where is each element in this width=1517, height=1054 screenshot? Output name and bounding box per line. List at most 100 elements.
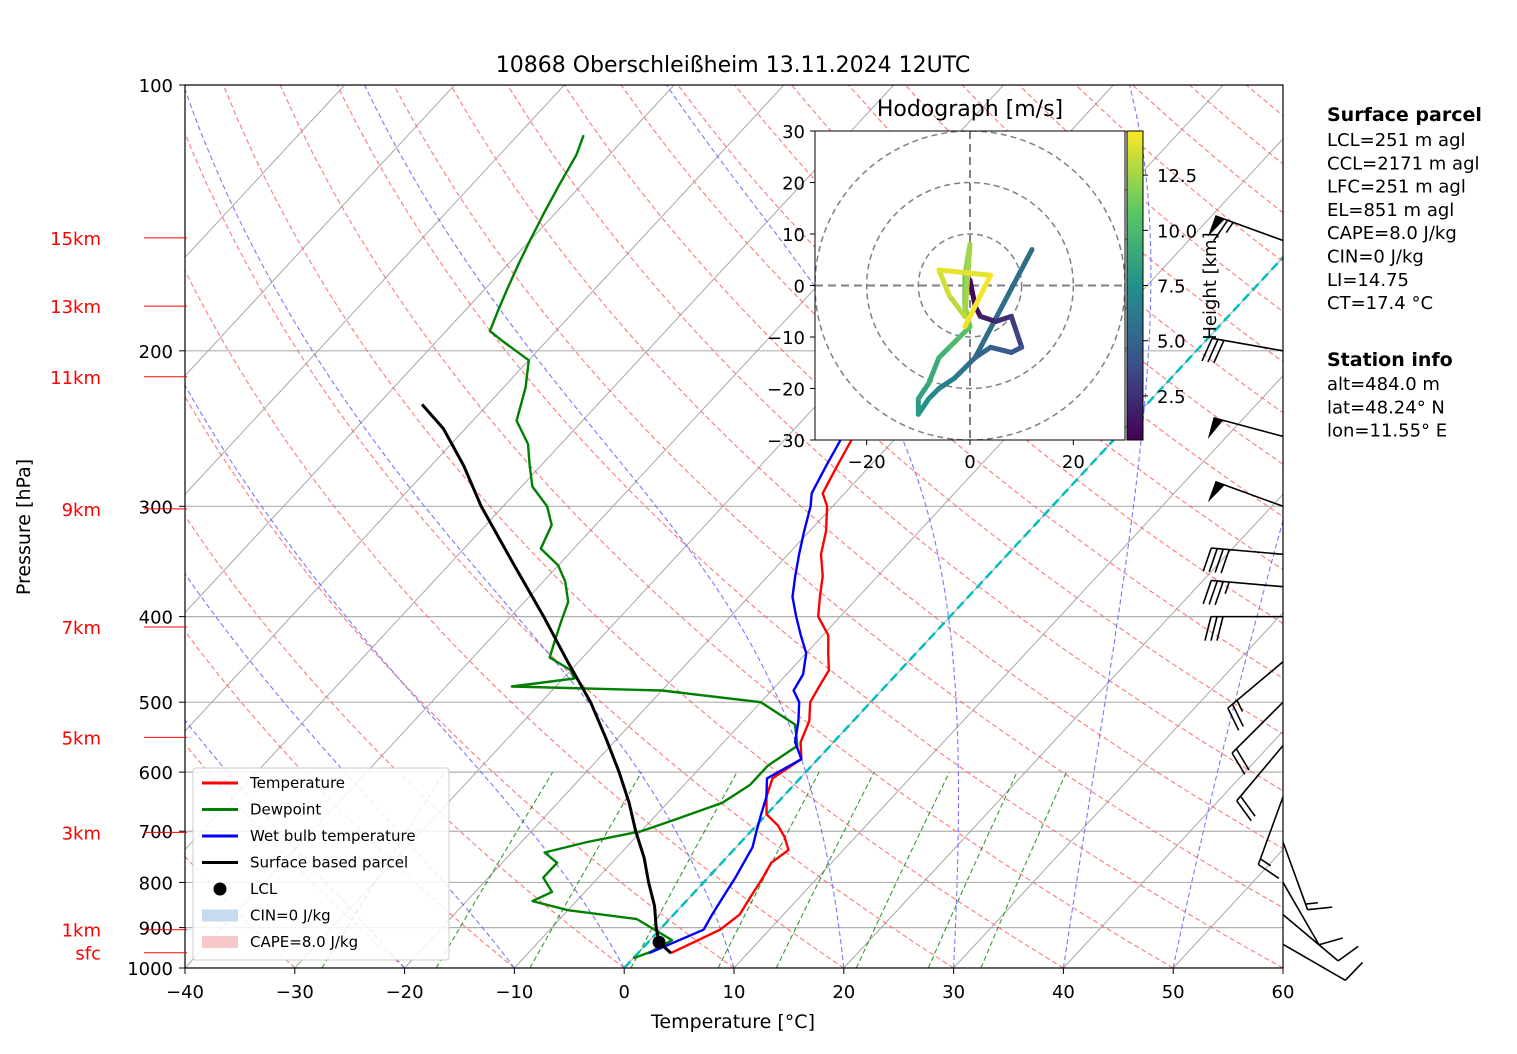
- barb-staff: [1236, 745, 1284, 802]
- barb-full: [1214, 581, 1224, 606]
- barb-flag: [1207, 215, 1225, 237]
- hodo-y-tick-label: 0: [794, 277, 805, 298]
- hodo-y-tick-label: −10: [767, 328, 805, 349]
- wind-barb: [1207, 480, 1284, 508]
- legend-label: Wet bulb temperature: [250, 827, 416, 845]
- mixing-ratio-line: [855, 771, 950, 968]
- hodograph-segment: [967, 277, 978, 309]
- wind-barb: [1257, 796, 1284, 880]
- wind-barb: [1227, 661, 1284, 731]
- height-tick-label: 5km: [62, 728, 101, 749]
- isotherm: [1063, 730, 1283, 968]
- dry-adiabat: [507, 85, 1283, 792]
- station-info-title: Station info: [1327, 349, 1453, 371]
- y-tick-label: 1000: [127, 959, 173, 980]
- y-tick-label: 600: [139, 763, 173, 784]
- mixing-ratio-line: [630, 771, 738, 968]
- x-tick-label: 0: [618, 982, 629, 1003]
- barb-full: [1208, 580, 1219, 605]
- barb-half: [1236, 700, 1244, 712]
- legend-label: LCL: [250, 880, 278, 898]
- legend-label: CIN=0 J/kg: [250, 907, 331, 925]
- surface-parcel-line: CAPE=8.0 J/kg: [1327, 223, 1457, 244]
- barb-full: [1208, 548, 1219, 573]
- isotherm: [185, 85, 565, 495]
- barb-staff: [1282, 841, 1309, 910]
- barb-staff: [1211, 337, 1284, 352]
- series-surface-based-parcel: [420, 403, 672, 955]
- barb-full: [1207, 339, 1219, 363]
- x-tick-label: 10: [723, 982, 746, 1003]
- barb-staff: [1257, 796, 1284, 865]
- hodograph-segment: [936, 375, 957, 391]
- wind-barb: [1207, 416, 1284, 439]
- dry-adiabat: [848, 85, 1283, 465]
- dry-adiabat: [450, 85, 1283, 850]
- legend-box: [192, 767, 450, 961]
- barb-full: [1337, 945, 1359, 962]
- isotherm: [185, 85, 675, 614]
- hodograph-segment: [936, 267, 952, 299]
- x-tick-label: −40: [166, 982, 204, 1003]
- wind-barb: [1282, 913, 1359, 962]
- legend-swatch: [202, 936, 238, 948]
- barb-full: [1216, 616, 1224, 641]
- x-tick-label: 60: [1272, 982, 1295, 1003]
- barb-full: [1257, 863, 1280, 880]
- moist-adiabat: [185, 384, 625, 968]
- hodo-x-tick-label: −20: [848, 452, 886, 473]
- barb-full: [1213, 219, 1229, 242]
- wind-barb: [1202, 579, 1284, 606]
- station-info-line: alt=484.0 m: [1327, 374, 1440, 395]
- barb-full: [1213, 340, 1225, 364]
- colorbar: [1126, 130, 1144, 441]
- hodograph-segment: [1008, 313, 1019, 335]
- moist-adiabat: [364, 85, 845, 968]
- barb-full: [1220, 549, 1230, 574]
- hodograph-segment: [962, 272, 994, 330]
- moist-adiabat: [185, 572, 515, 968]
- barb-full: [1210, 616, 1218, 641]
- colorbar-tick-label: 5.0: [1157, 332, 1186, 353]
- isotherm: [843, 493, 1283, 968]
- wind-barb: [1204, 615, 1283, 641]
- dry-adiabat: [222, 85, 1064, 968]
- barb-staff: [1227, 661, 1284, 709]
- barb-full: [1231, 752, 1246, 775]
- y-tick-label: 500: [139, 693, 173, 714]
- barb-staff: [1282, 943, 1346, 981]
- surface-parcel-line: LI=14.75: [1327, 270, 1409, 291]
- wind-barb: [1202, 547, 1284, 574]
- surface-parcel-line: LCL=251 m agl: [1327, 130, 1466, 151]
- wind-barb: [1282, 882, 1344, 946]
- mixing-ratio-line: [980, 771, 1067, 968]
- wind-barb: [1282, 943, 1364, 981]
- y-tick-label: 900: [139, 919, 173, 940]
- barb-full: [1227, 707, 1240, 731]
- barb-full: [1235, 748, 1250, 771]
- surface-parcel-line: CT=17.4 °C: [1327, 293, 1433, 314]
- hodograph-segment: [972, 344, 994, 361]
- dry-adiabat: [393, 85, 1283, 909]
- hodograph-segment: [926, 355, 942, 386]
- y-tick-label: 100: [139, 76, 173, 97]
- isotherm: [733, 375, 1283, 968]
- barb-flag: [1207, 417, 1224, 439]
- colorbar-tick-label: 12.5: [1157, 166, 1197, 187]
- isotherm: [185, 85, 346, 259]
- hodo-y-tick-label: −30: [767, 431, 805, 452]
- colorbar-label: Height [km]: [1200, 232, 1221, 339]
- hodograph-ring: [865, 181, 1075, 390]
- hodograph-title: Hodograph [m/s]: [877, 97, 1063, 122]
- barb-full: [1231, 703, 1244, 727]
- dry-adiabat: [279, 85, 1174, 968]
- hodograph-segment: [936, 267, 994, 278]
- colorbar-tick-label: 10.0: [1157, 221, 1197, 242]
- x-tick-label: 40: [1052, 982, 1075, 1003]
- barb-full: [1201, 337, 1213, 362]
- barb-staff: [1231, 701, 1284, 754]
- barb-half: [1305, 901, 1318, 905]
- hodo-x-tick-label: 20: [1062, 452, 1085, 473]
